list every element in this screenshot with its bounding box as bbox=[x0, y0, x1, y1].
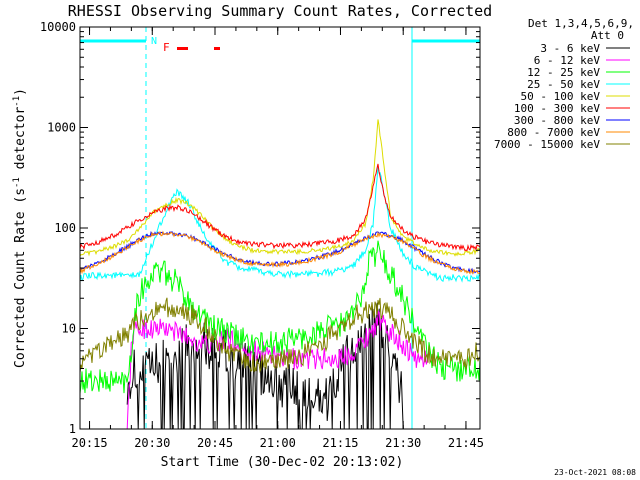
axes: 1 10 100 1000 10000 20:15 20:30 20:45 21:00 21:15… bbox=[40, 20, 484, 450]
y-tick-label: 1 bbox=[69, 422, 76, 436]
legend-label: 12 - 25 keV bbox=[527, 66, 600, 79]
series-layer bbox=[79, 119, 481, 430]
legend-label: 25 - 50 keV bbox=[527, 78, 600, 91]
x-tick-label: 21:45 bbox=[448, 436, 484, 450]
legend-header-line-1: Det 1,3,4,5,6,9, bbox=[528, 17, 634, 30]
series-line-2 bbox=[79, 240, 481, 394]
y-tick-label: 10 bbox=[62, 322, 76, 336]
generation-timestamp: 23-Oct-2021 08:08 bbox=[554, 468, 636, 477]
y-axis-label-sup-1: -1 bbox=[12, 177, 22, 188]
y-axis-label-part-2: detector bbox=[13, 107, 28, 178]
series-line-3 bbox=[79, 166, 481, 283]
chart-title: RHESSI Observing Summary Count Rates, Co… bbox=[68, 2, 492, 20]
legend-label: 100 - 300 keV bbox=[514, 102, 600, 115]
x-tick-label: 21:00 bbox=[260, 436, 296, 450]
flare-marker bbox=[214, 47, 220, 50]
y-tick-label: 100 bbox=[54, 221, 76, 235]
series-line-7 bbox=[79, 230, 481, 275]
y-axis-label-part-1: Corrected Count Rate (s bbox=[13, 188, 28, 368]
legend-label: 800 - 7000 keV bbox=[507, 126, 600, 139]
y-tick-label: 10000 bbox=[40, 20, 76, 34]
x-tick-label: 20:30 bbox=[134, 436, 170, 450]
legend-label: 3 - 6 keV bbox=[540, 42, 600, 55]
legend-label: 300 - 800 keV bbox=[514, 114, 600, 127]
y-tick-label: 1000 bbox=[47, 121, 76, 135]
y-axis-label-part-3: ) bbox=[13, 88, 28, 96]
legend-label: 50 - 100 keV bbox=[521, 90, 601, 103]
legend-header-line-2: Att 0 bbox=[591, 29, 624, 42]
x-tick-label: 21:30 bbox=[385, 436, 421, 450]
x-tick-label: 21:15 bbox=[322, 436, 358, 450]
legend-label: 6 - 12 keV bbox=[534, 54, 601, 67]
series-line-4 bbox=[79, 119, 481, 257]
legend-label: 7000 - 15000 keV bbox=[494, 138, 600, 151]
flare-flag-label: F bbox=[163, 41, 170, 54]
y-axis-label-sup-2: -1 bbox=[12, 96, 22, 107]
x-tick-label: 20:15 bbox=[71, 436, 107, 450]
x-tick-label: 20:45 bbox=[197, 436, 233, 450]
x-axis-label: Start Time (30-Dec-02 20:13:02) bbox=[161, 455, 404, 470]
series-line-8 bbox=[79, 297, 481, 374]
y-axis-label: Corrected Count Rate (s-1 detector-1) bbox=[12, 88, 28, 368]
flare-marker bbox=[177, 47, 188, 50]
night-flag-label: N bbox=[151, 36, 157, 47]
series-line-5 bbox=[79, 163, 481, 252]
